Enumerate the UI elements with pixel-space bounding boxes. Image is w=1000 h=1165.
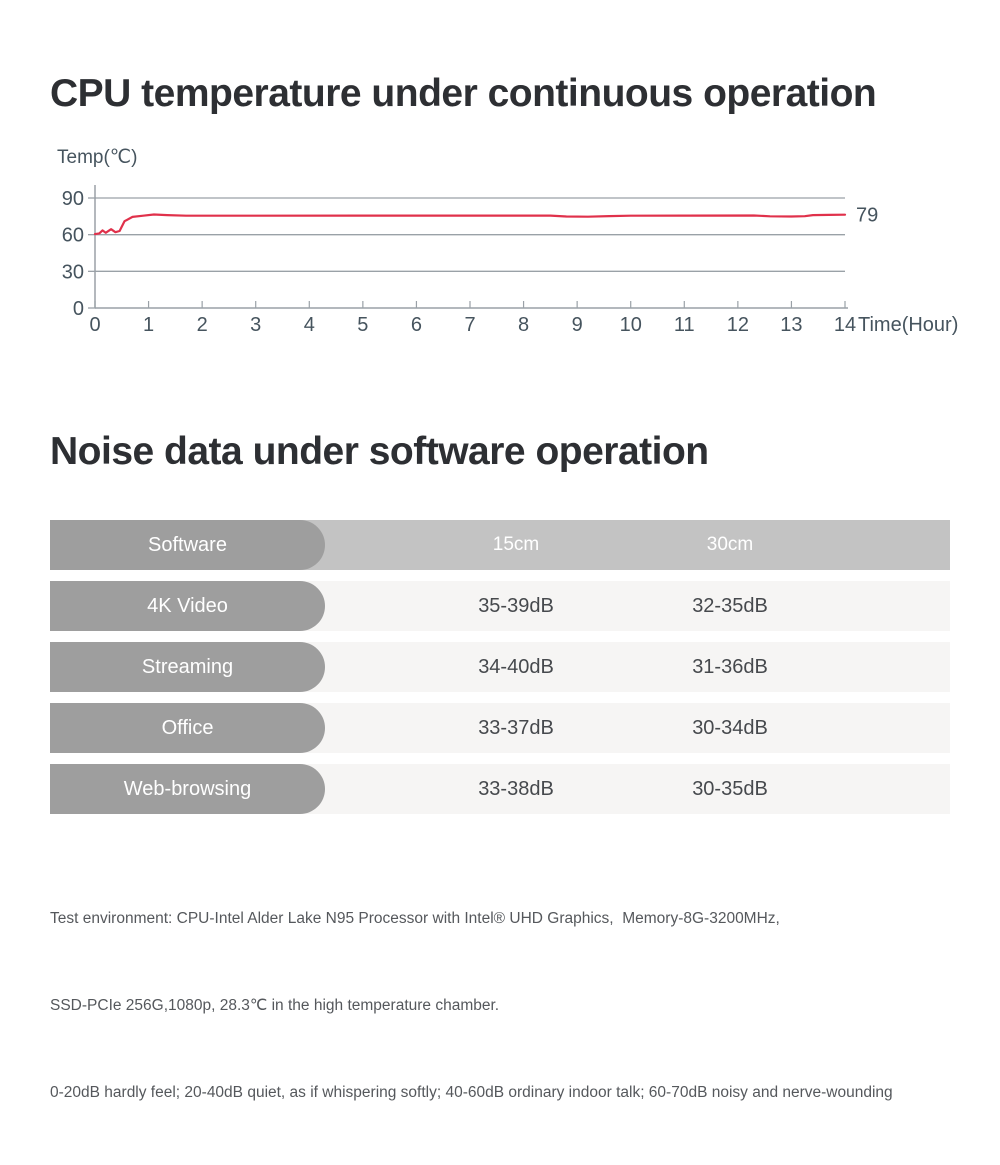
software-name-pill: Streaming <box>50 642 325 692</box>
software-name-pill: Web-browsing <box>50 764 325 814</box>
cell-15cm-value: 34-40dB <box>478 655 554 678</box>
table-row: 4K Video 35-39dB 32-35dB <box>50 581 950 631</box>
svg-text:11: 11 <box>674 314 695 336</box>
svg-text:1: 1 <box>143 314 154 336</box>
svg-text:6: 6 <box>411 314 422 336</box>
footnote-line: SSD-PCIe 256G,1080p, 28.3℃ in the high t… <box>50 997 500 1014</box>
svg-text:12: 12 <box>727 314 749 336</box>
software-name-pill: Office <box>50 703 325 753</box>
svg-text:90: 90 <box>62 188 84 210</box>
cell-30cm-value: 30-34dB <box>692 716 768 739</box>
svg-text:60: 60 <box>62 225 84 247</box>
svg-text:8: 8 <box>518 314 529 336</box>
svg-text:79: 79 <box>856 205 878 227</box>
svg-text:0: 0 <box>89 314 100 336</box>
header-30cm: 30cm <box>706 534 754 555</box>
cell-30cm-value: 30-35dB <box>692 777 768 800</box>
noise-table: Software 15cm 30cm 4K Video 35-39dB 32-3… <box>50 520 950 825</box>
cell-15cm-value: 33-37dB <box>478 716 554 739</box>
svg-text:5: 5 <box>357 314 368 336</box>
page: CPU temperature under continuous operati… <box>50 72 959 1101</box>
svg-text:10: 10 <box>620 314 642 336</box>
table-row: Web-browsing 33-38dB 30-35dB <box>50 764 950 814</box>
svg-text:4: 4 <box>304 314 315 336</box>
cell-15cm-value: 33-38dB <box>478 777 554 800</box>
noise-table-title: Noise data under software operation <box>50 430 709 473</box>
table-row: Office 33-37dB 30-34dB <box>50 703 950 753</box>
svg-text:14: 14 <box>834 314 856 336</box>
svg-text:13: 13 <box>780 314 802 336</box>
y-axis-title: Temp(℃) <box>57 147 138 168</box>
svg-text:0: 0 <box>73 298 84 320</box>
cpu-chart-title: CPU temperature under continuous operati… <box>50 72 877 115</box>
cell-30cm-value: 31-36dB <box>692 655 768 678</box>
svg-text:30: 30 <box>62 261 84 283</box>
software-name-pill: 4K Video <box>50 581 325 631</box>
svg-text:3: 3 <box>250 314 261 336</box>
svg-text:7: 7 <box>464 314 475 336</box>
footnote-line: 0-20dB hardly feel; 20-40dB quiet, as if… <box>50 1084 893 1101</box>
header-15cm: 15cm <box>492 534 540 555</box>
test-environment-note: Test environment: CPU-Intel Alder Lake N… <box>50 846 960 1165</box>
header-software-pill: Software <box>50 520 325 570</box>
svg-text:Time(Hour): Time(Hour) <box>858 314 958 336</box>
table-header-row: Software 15cm 30cm <box>50 520 950 570</box>
cell-30cm-value: 32-35dB <box>692 594 768 617</box>
footnote-line: Test environment: CPU-Intel Alder Lake N… <box>50 910 780 927</box>
svg-text:9: 9 <box>572 314 583 336</box>
svg-text:2: 2 <box>197 314 208 336</box>
table-row: Streaming 34-40dB 31-36dB <box>50 642 950 692</box>
cell-15cm-value: 35-39dB <box>478 594 554 617</box>
